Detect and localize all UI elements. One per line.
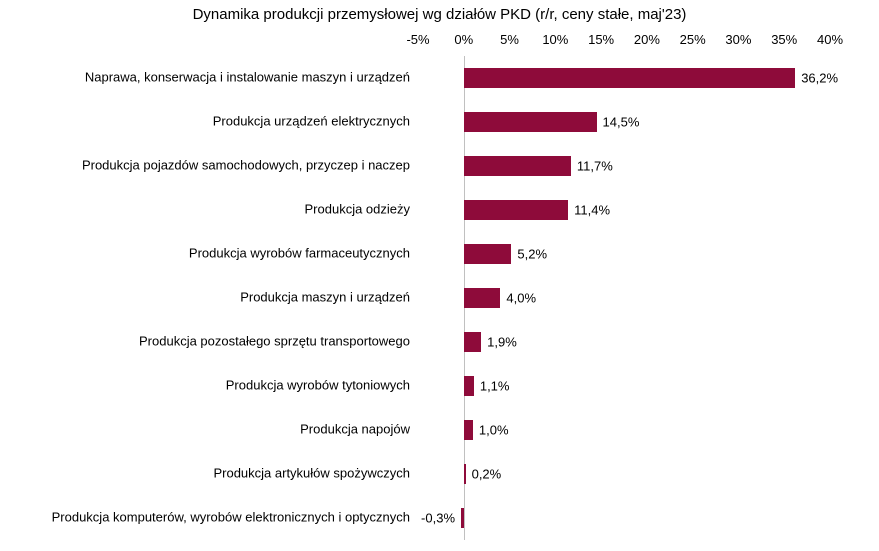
- x-tick: 35%: [771, 32, 797, 47]
- bar: [464, 376, 474, 396]
- bar: [464, 244, 512, 264]
- category-label: Produkcja odzieży: [0, 203, 418, 218]
- x-tick: -5%: [406, 32, 429, 47]
- value-label: 4,0%: [506, 291, 536, 306]
- value-label: 0,2%: [472, 467, 502, 482]
- category-label: Produkcja urządzeń elektrycznych: [0, 115, 418, 130]
- bar-row: Produkcja napojów1,0%: [418, 408, 830, 452]
- bar-row: Produkcja odzieży11,4%: [418, 188, 830, 232]
- value-label: 1,1%: [480, 379, 510, 394]
- category-label: Produkcja pozostałego sprzętu transporto…: [0, 335, 418, 350]
- value-label: -0,3%: [421, 511, 455, 526]
- bar: [464, 68, 795, 88]
- bar-row: Produkcja komputerów, wyrobów elektronic…: [418, 496, 830, 540]
- x-tick: 15%: [588, 32, 614, 47]
- x-tick: 0%: [454, 32, 473, 47]
- category-label: Naprawa, konserwacja i instalowanie masz…: [0, 71, 418, 86]
- value-label: 1,0%: [479, 423, 509, 438]
- plot-area: Naprawa, konserwacja i instalowanie masz…: [418, 56, 830, 540]
- bar: [464, 156, 571, 176]
- x-tick: 5%: [500, 32, 519, 47]
- bar-row: Produkcja urządzeń elektrycznych14,5%: [418, 100, 830, 144]
- bar-row: Produkcja pozostałego sprzętu transporto…: [418, 320, 830, 364]
- value-label: 36,2%: [801, 71, 838, 86]
- category-label: Produkcja komputerów, wyrobów elektronic…: [0, 511, 418, 526]
- bar: [464, 288, 501, 308]
- value-label: 11,4%: [574, 203, 610, 218]
- value-label: 14,5%: [603, 115, 640, 130]
- bar: [461, 508, 464, 528]
- category-label: Produkcja pojazdów samochodowych, przycz…: [0, 159, 418, 174]
- value-label: 1,9%: [487, 335, 517, 350]
- x-tick: 40%: [817, 32, 843, 47]
- category-label: Produkcja artykułów spożywczych: [0, 467, 418, 482]
- bar-chart: Dynamika produkcji przemysłowej wg dział…: [0, 0, 879, 551]
- bar-row: Produkcja maszyn i urządzeń4,0%: [418, 276, 830, 320]
- bar: [464, 420, 473, 440]
- category-label: Produkcja napojów: [0, 423, 418, 438]
- value-label: 11,7%: [577, 159, 613, 174]
- bar: [464, 200, 568, 220]
- bar-row: Produkcja wyrobów farmaceutycznych5,2%: [418, 232, 830, 276]
- bar: [464, 112, 597, 132]
- bar-row: Produkcja pojazdów samochodowych, przycz…: [418, 144, 830, 188]
- chart-title: Dynamika produkcji przemysłowej wg dział…: [0, 6, 879, 23]
- category-label: Produkcja maszyn i urządzeń: [0, 291, 418, 306]
- category-label: Produkcja wyrobów farmaceutycznych: [0, 247, 418, 262]
- x-tick: 20%: [634, 32, 660, 47]
- bar-row: Produkcja wyrobów tytoniowych1,1%: [418, 364, 830, 408]
- bar: [464, 332, 481, 352]
- bar-row: Naprawa, konserwacja i instalowanie masz…: [418, 56, 830, 100]
- value-label: 5,2%: [517, 247, 547, 262]
- x-axis: -5%0%5%10%15%20%25%30%35%40%: [418, 32, 830, 50]
- bar-row: Produkcja artykułów spożywczych0,2%: [418, 452, 830, 496]
- category-label: Produkcja wyrobów tytoniowych: [0, 379, 418, 394]
- x-tick: 10%: [542, 32, 568, 47]
- bar: [464, 464, 466, 484]
- x-tick: 25%: [680, 32, 706, 47]
- x-tick: 30%: [725, 32, 751, 47]
